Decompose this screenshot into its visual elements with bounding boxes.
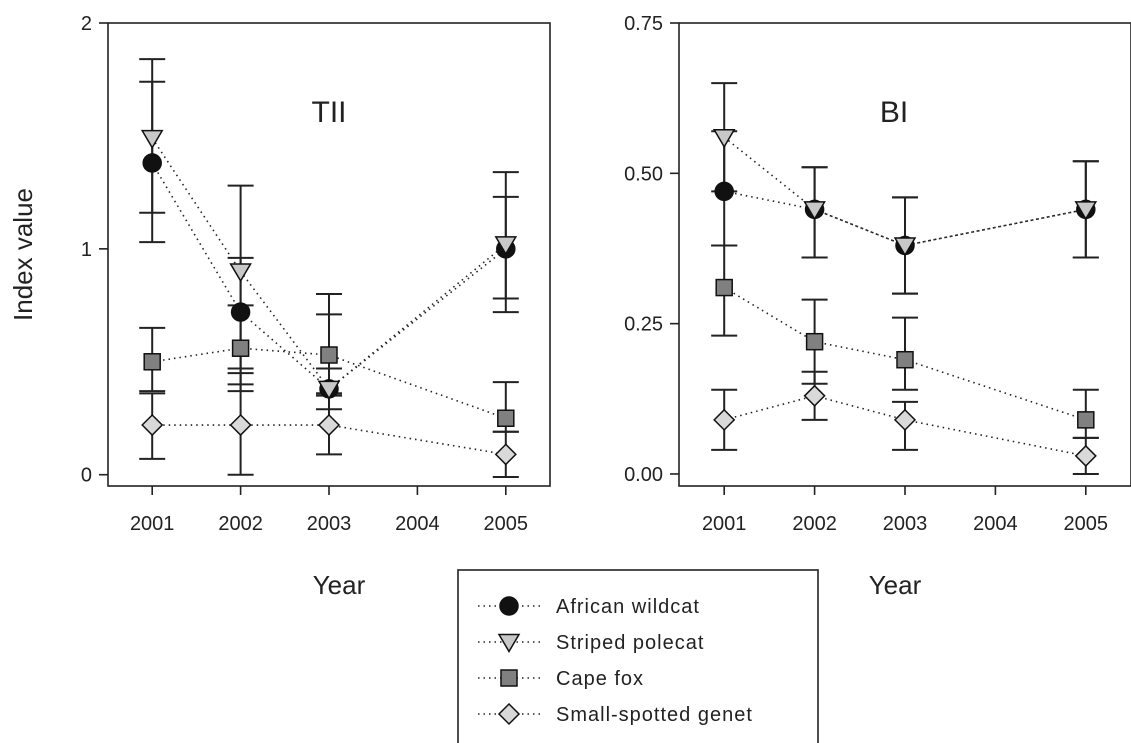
data-point-cape-fox	[231, 339, 250, 357]
y-tick-label: 1	[81, 239, 92, 261]
data-point-striped-polecat	[317, 380, 341, 400]
series-line-small-spotted-genet	[152, 424, 506, 456]
x-tick-label: 2002	[218, 513, 263, 535]
series-marks	[711, 82, 1099, 475]
data-point-african-wildcat	[230, 302, 251, 322]
y-tick-label: 0	[81, 465, 92, 487]
x-tick-label: 2004	[395, 513, 440, 535]
data-point-cape-fox	[896, 350, 914, 369]
x-tick-label: 2005	[1064, 513, 1109, 535]
error-bar-striped-polecat	[492, 171, 519, 300]
x-tick-label: 2003	[307, 513, 352, 535]
legend-marker	[497, 633, 521, 653]
data-point-striped-polecat	[803, 201, 826, 221]
axis-ticks: 0 1 2 2001 2002 2003 2004 2005	[81, 13, 528, 535]
data-point-striped-polecat	[712, 128, 736, 149]
data-point-cape-fox	[497, 409, 515, 427]
legend-item-small-spotted-genet: Small-spotted genet	[478, 702, 753, 726]
series-line-african-wildcat	[724, 190, 1086, 247]
y-tick-label: 0.50	[624, 163, 663, 185]
legend-marker	[497, 702, 521, 726]
legend-item-african-wildcat: African wildcat	[478, 596, 700, 618]
data-point-cape-fox	[320, 346, 338, 364]
data-point-striped-polecat	[140, 129, 164, 150]
data-point-small-spotted-genet	[141, 413, 164, 437]
data-point-african-wildcat	[714, 181, 734, 202]
data-point-small-spotted-genet	[893, 408, 917, 431]
data-point-striped-polecat	[893, 237, 917, 257]
legend-marker	[499, 596, 519, 616]
data-point-small-spotted-genet	[713, 408, 736, 431]
data-point-small-spotted-genet	[494, 443, 517, 466]
y-axis-title: Index value	[8, 188, 38, 321]
data-point-striped-polecat	[1074, 201, 1098, 221]
data-point-small-spotted-genet	[229, 413, 252, 437]
data-point-cape-fox	[715, 278, 733, 297]
x-axis-title: Year	[313, 570, 366, 600]
legend-item-cape-fox: Cape fox	[478, 668, 644, 690]
data-point-striped-polecat	[229, 263, 252, 283]
x-axis-title: Year	[869, 570, 922, 600]
series-line-african-wildcat	[151, 162, 507, 390]
x-tick-label: 2002	[792, 513, 837, 535]
panel-title: BI	[880, 96, 908, 129]
series-marks	[139, 58, 519, 478]
y-tick-label: 0.25	[624, 314, 663, 336]
legend-label: Striped polecat	[556, 632, 704, 654]
panel-title: TII	[312, 96, 347, 129]
x-tick-label: 2005	[484, 513, 529, 535]
x-tick-label: 2001	[702, 513, 747, 535]
series-line-cape-fox	[152, 347, 507, 419]
x-tick-label: 2003	[883, 513, 928, 535]
data-point-cape-fox	[805, 332, 824, 351]
data-point-cape-fox	[143, 353, 161, 371]
y-tick-label: 0.75	[624, 13, 663, 35]
axis-ticks: 0.00 0.25 0.50 0.75 2001 2002 2003 2004 2005	[624, 13, 1108, 535]
legend-marker	[500, 669, 518, 687]
x-tick-label: 2004	[973, 513, 1018, 535]
x-tick-label: 2001	[130, 513, 175, 535]
data-point-small-spotted-genet	[803, 384, 826, 407]
y-tick-label: 2	[81, 13, 92, 35]
legend-label: Small-spotted genet	[556, 704, 753, 726]
chart-panel-tii: 0 1 2 2001 2002 2003 2004 2005 TII Year Index v…	[8, 13, 551, 600]
data-point-cape-fox	[1077, 411, 1095, 429]
legend: African wildcat Striped polecat Cape fox Sm…	[457, 569, 819, 743]
legend-item-striped-polecat: Striped polecat	[478, 632, 704, 654]
data-point-african-wildcat	[142, 153, 162, 173]
data-point-striped-polecat	[494, 236, 518, 256]
y-tick-label: 0.00	[624, 464, 663, 486]
series-line-cape-fox	[723, 286, 1087, 421]
data-point-small-spotted-genet	[317, 413, 341, 437]
data-point-small-spotted-genet	[1074, 444, 1097, 467]
legend-label: African wildcat	[556, 596, 700, 618]
legend-label: Cape fox	[556, 668, 644, 690]
